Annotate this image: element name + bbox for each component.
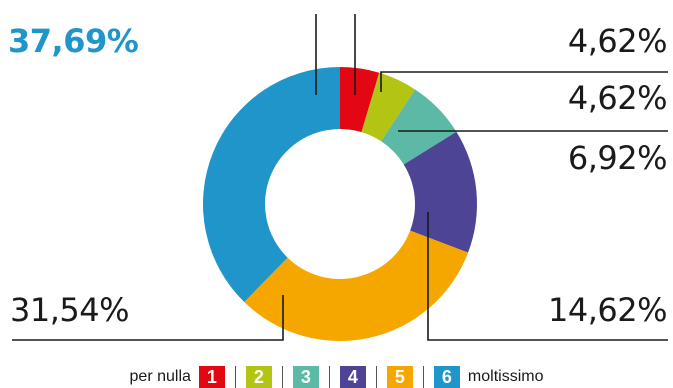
chart-svg [12, 14, 668, 342]
legend-box-1: 1 [198, 366, 225, 388]
legend-left-label: per nulla [129, 368, 191, 385]
legend-box-3: 3 [292, 366, 319, 388]
donut-slice-1 [340, 67, 380, 133]
leader-line-2 [380, 71, 668, 92]
legend-box-2: 2 [245, 366, 272, 388]
leader-line-4 [427, 212, 668, 341]
leader-line-5 [12, 295, 284, 341]
donut-slice-6 [202, 67, 340, 303]
legend-box-5: 5 [386, 366, 413, 388]
legend-box-4: 4 [339, 366, 366, 388]
legend-divider [281, 366, 283, 388]
legend-divider [375, 366, 377, 388]
value-label-2: 4,62% [567, 79, 668, 117]
legend-right-label: moltissimo [467, 368, 544, 385]
legend-box-6: 6 [433, 366, 460, 388]
value-label-1: 4,62% [567, 22, 668, 60]
value-label-4: 14,62% [547, 291, 668, 329]
legend-divider [422, 366, 424, 388]
donut-slice-5 [244, 230, 469, 342]
value-label-5: 31,54% [10, 291, 130, 329]
legend: per nulla 1 2 3 4 5 6 moltissimo [0, 366, 673, 388]
value-label-6: 37,69% [8, 22, 139, 60]
donut-slice-2 [361, 72, 416, 142]
legend-divider [328, 366, 330, 388]
donut-slice-4 [403, 131, 477, 253]
value-label-3: 6,92% [567, 139, 668, 177]
legend-divider [234, 366, 236, 388]
donut-slice-3 [381, 89, 457, 165]
